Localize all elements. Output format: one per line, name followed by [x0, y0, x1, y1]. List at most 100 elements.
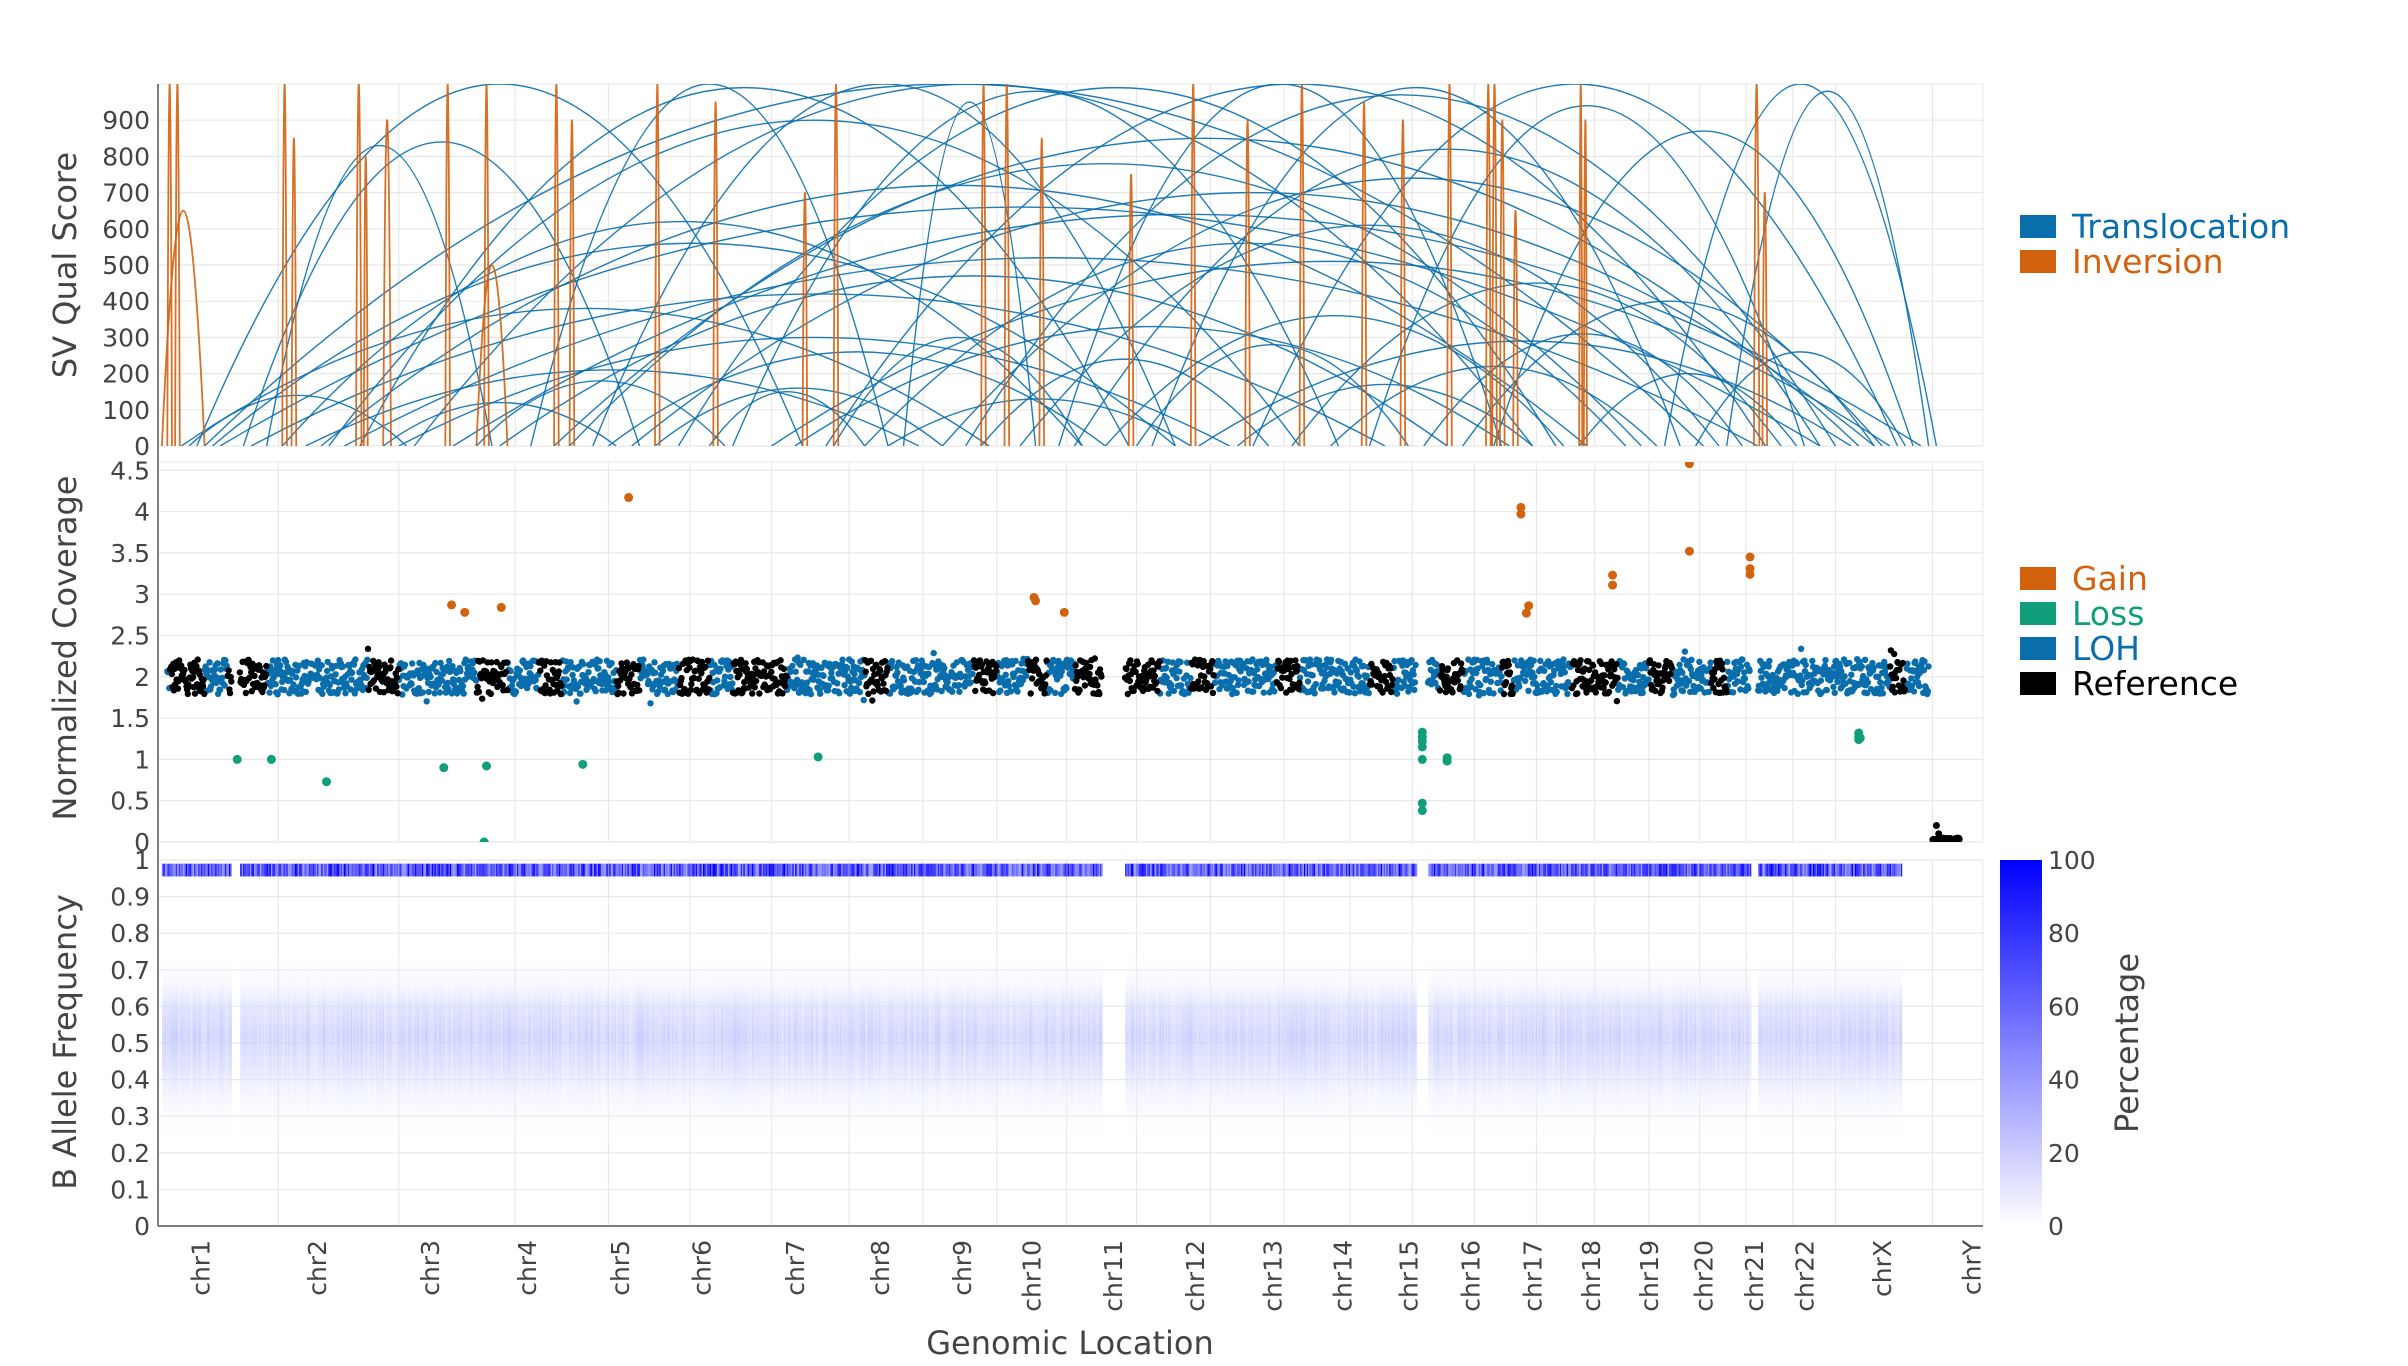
- reference-point: [675, 664, 683, 672]
- baf-top-cell: [544, 863, 547, 877]
- baf-cell: [377, 947, 379, 1146]
- baf-top-cell: [929, 863, 931, 877]
- baf-cell: [779, 947, 782, 1146]
- baf-top-cell: [1892, 863, 1894, 877]
- loh-point: [271, 666, 279, 673]
- loh-point: [1296, 674, 1304, 681]
- baf-top-cell: [1173, 863, 1176, 877]
- baf-top-cell: [284, 863, 287, 877]
- loh-point: [1766, 657, 1773, 665]
- reference-point: [779, 690, 786, 697]
- baf-top-cell: [1612, 863, 1615, 877]
- reference-point: [678, 674, 685, 682]
- baf-cell: [1228, 947, 1230, 1146]
- baf-top-cell: [1659, 863, 1661, 877]
- baf-top-cell: [1406, 863, 1408, 877]
- baf-top-cell: [1055, 863, 1057, 877]
- baf-top-cell: [1666, 863, 1668, 877]
- baf-cell: [651, 947, 653, 1146]
- baf-top-cell: [1301, 863, 1303, 877]
- baf-top-cell: [1529, 863, 1531, 877]
- baf-top-cell: [219, 863, 221, 877]
- baf-cell: [542, 947, 544, 1146]
- baf-top-cell: [1710, 863, 1713, 877]
- baf-top-cell: [319, 863, 322, 877]
- loh-point: [423, 698, 430, 705]
- baf-top-cell: [161, 863, 164, 877]
- baf-top-cell: [1684, 863, 1686, 877]
- baf-cell: [1165, 947, 1167, 1146]
- baf-top-cell: [820, 863, 822, 877]
- baf-cell: [1164, 947, 1166, 1146]
- baf-cell: [895, 947, 898, 1146]
- loss-point: [482, 761, 491, 771]
- baf-top-cell: [1575, 863, 1577, 877]
- baf-top-cell: [1712, 863, 1714, 877]
- reference-point: [1072, 662, 1079, 669]
- baf-cell: [424, 947, 427, 1146]
- baf-top-cell: [1281, 863, 1283, 877]
- baf-top-cell: [1193, 863, 1195, 877]
- baf-cell: [976, 947, 979, 1146]
- baf-cell: [1133, 947, 1135, 1146]
- baf-top-cell: [1487, 863, 1489, 877]
- baf-top-cell: [1576, 863, 1578, 877]
- baf-top-cell: [1445, 863, 1447, 877]
- baf-top-cell: [837, 863, 839, 877]
- baf-cell: [255, 947, 257, 1146]
- baf-top-cell: [1213, 863, 1215, 877]
- baf-cell: [852, 947, 854, 1146]
- baf-top-cell: [948, 863, 951, 877]
- baf-top-cell: [1766, 863, 1768, 877]
- baf-top-cell: [1035, 863, 1037, 877]
- baf-top-cell: [240, 863, 242, 877]
- baf-top-cell: [1396, 863, 1398, 877]
- baf-top-cell: [364, 863, 366, 877]
- loh-point: [1908, 675, 1915, 682]
- baf-top-cell: [585, 863, 587, 877]
- baf-top-cell: [1843, 863, 1845, 877]
- baf-cell: [623, 947, 625, 1146]
- inversion-arc: [1499, 119, 1506, 446]
- baf-top-cell: [1596, 863, 1598, 877]
- baf-top-cell: [767, 863, 769, 877]
- loh-point: [894, 669, 901, 676]
- loh-point: [1531, 673, 1538, 680]
- reference-point: [1723, 689, 1730, 696]
- baf-top-cell: [865, 863, 867, 877]
- baf-cell: [1218, 947, 1221, 1146]
- baf-top-cell: [1098, 863, 1100, 877]
- baf-cell: [838, 947, 840, 1146]
- y-tick-label: 2: [134, 663, 150, 692]
- translocation-arc: [941, 177, 1883, 446]
- baf-top-cell: [1327, 863, 1330, 877]
- baf-cell: [652, 947, 654, 1146]
- reference-point: [1292, 657, 1299, 664]
- baf-top-cell: [266, 863, 269, 877]
- loss-point: [439, 763, 449, 773]
- baf-top-cell: [1502, 863, 1504, 877]
- baf-cell: [357, 947, 359, 1146]
- reference-point: [1286, 675, 1293, 683]
- gain-point: [624, 493, 634, 503]
- reference-point: [1652, 687, 1659, 695]
- baf-top-cell: [324, 863, 326, 877]
- baf-top-cell: [1345, 863, 1348, 877]
- baf-cell: [1373, 947, 1376, 1146]
- baf-top-cell: [1438, 863, 1440, 877]
- baf-cell: [164, 947, 167, 1146]
- baf-cell: [217, 947, 220, 1146]
- baf-top-cell: [1863, 863, 1865, 877]
- loh-point: [860, 696, 867, 704]
- baf-cell: [1023, 947, 1025, 1146]
- baf-top-cell: [1392, 863, 1394, 877]
- baf-cell: [778, 947, 780, 1146]
- baf-top-cell: [578, 863, 580, 877]
- loh-point: [289, 668, 296, 675]
- baf-top-cell: [512, 863, 515, 877]
- baf-cell: [1336, 947, 1338, 1146]
- inversion-arc: [832, 84, 840, 446]
- baf-top-cell: [1696, 863, 1699, 877]
- baf-top-cell: [697, 863, 699, 877]
- baf-top-cell: [1706, 863, 1708, 877]
